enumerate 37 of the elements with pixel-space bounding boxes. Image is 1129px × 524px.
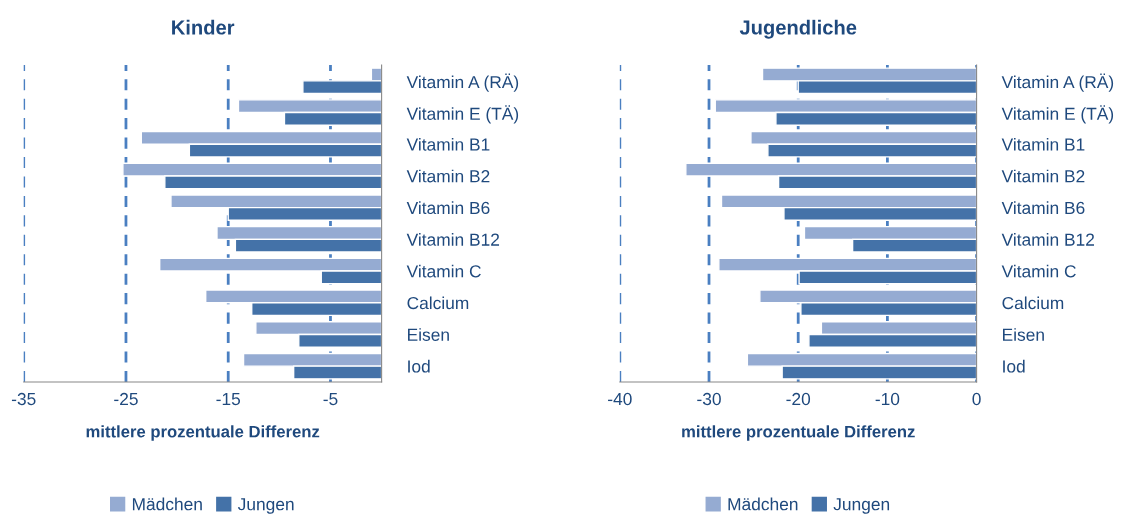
y-tick-label: Iod bbox=[1003, 359, 1025, 373]
chart-title: Jugendliche bbox=[739, 19, 857, 39]
y-tick-label: Vitamin A (RÄ) bbox=[406, 73, 519, 92]
y-tick-label: Vitamin B12 bbox=[406, 233, 500, 246]
y-tick-label: Iod bbox=[408, 359, 430, 373]
x-tick-label: -25 bbox=[114, 392, 138, 406]
legend-label: Jungen bbox=[833, 498, 890, 514]
x-tick-label: -20 bbox=[786, 392, 811, 406]
legend-label: Mädchen bbox=[132, 497, 202, 511]
x-axis-title: mittlere prozentuale Differenz bbox=[682, 425, 915, 441]
y-tick-label: Vitamin C bbox=[406, 264, 481, 278]
y-tick-label: Vitamin A (RÄ) bbox=[1001, 73, 1114, 92]
y-tick-label: Vitamin C bbox=[1001, 264, 1076, 278]
x-tick-label: -30 bbox=[697, 392, 721, 406]
legend-label: Jungen bbox=[237, 498, 294, 514]
y-tick-label: Vitamin B2 bbox=[406, 169, 490, 183]
y-tick-label: Vitamin B12 bbox=[1001, 233, 1095, 246]
y-tick-label: Calcium bbox=[1002, 296, 1064, 310]
y-tick-label: Vitamin E (TÄ) bbox=[1001, 105, 1114, 124]
y-tick-label: Vitamin B6 bbox=[1001, 201, 1085, 215]
x-tick-label: -5 bbox=[323, 393, 338, 406]
x-tick-label: -40 bbox=[608, 392, 632, 406]
y-tick-label: Eisen bbox=[1003, 328, 1044, 341]
legend-label: Mädchen bbox=[728, 497, 798, 511]
y-tick-label: Calcium bbox=[407, 296, 469, 310]
y-tick-label: Vitamin B6 bbox=[406, 201, 490, 215]
y-tick-label: Vitamin B1 bbox=[1001, 137, 1085, 151]
x-tick-label: -10 bbox=[875, 392, 900, 406]
x-axis-title: mittlere prozentuale Differenz bbox=[86, 425, 320, 441]
x-tick-label: 0 bbox=[972, 392, 981, 406]
x-tick-label: -35 bbox=[11, 392, 36, 406]
y-tick-label: Vitamin E (TÄ) bbox=[406, 105, 519, 124]
y-tick-label: Vitamin B1 bbox=[406, 137, 490, 151]
y-tick-label: Eisen bbox=[408, 328, 449, 341]
chart-title: Kinder bbox=[172, 19, 235, 35]
y-tick-label: Vitamin B2 bbox=[1001, 169, 1085, 183]
x-tick-label: -15 bbox=[216, 393, 241, 406]
